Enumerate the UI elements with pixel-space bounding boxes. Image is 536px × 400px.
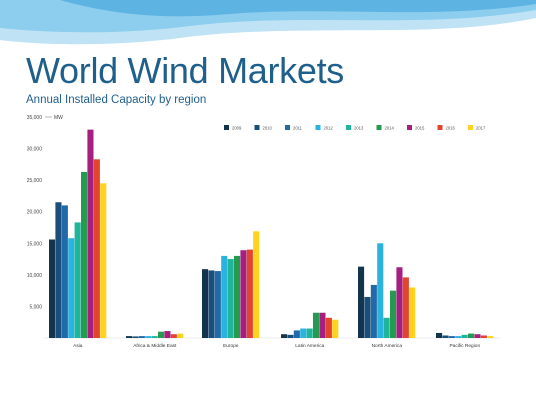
y-tick-label: 10,000 <box>27 273 43 279</box>
bar-2016-1 <box>170 334 177 338</box>
wave-band-dark <box>60 0 536 17</box>
x-category-label: Europe <box>223 343 239 349</box>
y-tick-label: 20,000 <box>27 210 43 216</box>
x-category-label: North America <box>372 343 403 349</box>
x-category-label: Africa & Middle East <box>133 343 177 349</box>
bar-2016-4 <box>402 277 409 338</box>
bar-2017-1 <box>177 333 184 338</box>
bar-2012-1 <box>145 336 152 338</box>
legend-label-2010: 2010 <box>263 126 273 131</box>
bar-2017-0 <box>100 183 107 338</box>
legend-label-2013: 2013 <box>354 126 364 131</box>
legend-swatch-2011 <box>285 125 290 130</box>
bars <box>49 129 494 338</box>
slide-title: World Wind Markets <box>26 50 345 91</box>
bar-2013-2 <box>227 259 234 338</box>
bar-2013-0 <box>74 222 81 338</box>
bar-2009-5 <box>436 332 443 338</box>
bar-2014-2 <box>234 255 241 338</box>
bar-2017-3 <box>332 319 339 338</box>
x-category-label: Asia <box>73 343 83 349</box>
legend-swatch-2013 <box>346 125 351 130</box>
legend-swatch-2009 <box>224 125 229 130</box>
bar-chart: 5,000 10,000 15,000 20,000 25,000 30,000 35,00… <box>27 115 500 349</box>
legend-label-2014: 2014 <box>385 126 395 131</box>
legend-swatch-2016 <box>437 125 443 130</box>
legend-swatch-2015 <box>407 125 412 130</box>
legend-label-2017: 2017 <box>476 126 486 131</box>
header-wave-decoration <box>0 0 536 45</box>
bar-2012-5 <box>455 336 462 338</box>
legend-label-2009: 2009 <box>232 126 242 131</box>
bar-2017-2 <box>253 231 260 338</box>
y-tick-label: 15,000 <box>27 241 43 247</box>
legend: 2009 2010 2011 2012 2013 2014 2015 2016 2017 <box>224 125 486 131</box>
legend-label-2015: 2015 <box>415 126 425 131</box>
bar-2012-2 <box>221 255 228 338</box>
bar-2016-5 <box>480 335 487 338</box>
bar-2013-1 <box>151 336 158 338</box>
legend-label-2012: 2012 <box>324 126 334 131</box>
bar-2014-3 <box>313 312 320 338</box>
bar-2015-3 <box>319 312 326 338</box>
bar-2012-3 <box>300 328 307 338</box>
legend-label-2011: 2011 <box>293 126 303 131</box>
bar-2009-2 <box>202 269 209 338</box>
x-category-label: Pacific Region <box>449 343 480 349</box>
x-axis-labels: Asia Africa & Middle East Europe Latin Amer… <box>73 343 480 349</box>
bar-2011-4 <box>370 284 377 338</box>
legend-swatch-2017 <box>468 125 473 130</box>
bar-2013-3 <box>306 328 313 338</box>
bar-2017-5 <box>487 336 494 338</box>
bar-2010-4 <box>364 296 371 338</box>
y-tick-label: 35,000 <box>27 115 43 121</box>
bar-2016-3 <box>325 317 332 338</box>
bar-2017-4 <box>409 287 416 338</box>
y-tick-label: 30,000 <box>27 147 43 153</box>
bar-2014-0 <box>81 171 88 338</box>
bar-2010-2 <box>208 270 215 338</box>
bar-2010-1 <box>132 336 139 338</box>
bar-2009-0 <box>49 239 56 338</box>
y-axis: 5,000 10,000 15,000 20,000 25,000 30,000 35,00… <box>27 115 500 339</box>
bar-2009-4 <box>358 266 365 338</box>
bar-2012-0 <box>68 238 75 338</box>
bar-2010-3 <box>287 334 294 338</box>
bar-2009-1 <box>126 336 133 338</box>
bar-2016-0 <box>93 159 100 338</box>
bar-2015-4 <box>396 267 403 338</box>
x-category-label: Latin America <box>295 343 324 349</box>
bar-2011-0 <box>61 205 68 338</box>
bar-2011-3 <box>293 330 300 338</box>
bar-2015-2 <box>240 250 247 338</box>
y-tick-label: 5,000 <box>29 304 42 310</box>
bar-2016-2 <box>246 249 253 338</box>
y-axis-unit-label: MW <box>54 115 63 121</box>
legend-swatch-2014 <box>376 125 382 130</box>
bar-2013-5 <box>461 334 468 338</box>
bar-2011-5 <box>448 336 455 338</box>
y-tick-label: 25,000 <box>27 178 43 184</box>
legend-swatch-2012 <box>315 125 321 130</box>
bar-2014-4 <box>390 290 397 338</box>
bar-2009-3 <box>281 334 288 338</box>
bar-2011-1 <box>138 336 145 338</box>
bar-2015-1 <box>164 331 171 338</box>
legend-swatch-2010 <box>254 125 260 130</box>
legend-label-2016: 2016 <box>446 126 456 131</box>
bar-2011-2 <box>214 271 221 338</box>
bar-2010-0 <box>55 202 62 338</box>
slide-subtitle: Annual Installed Capacity by region <box>26 94 207 106</box>
bar-2013-4 <box>383 317 390 338</box>
bar-2015-5 <box>474 334 481 338</box>
bar-2014-5 <box>468 333 475 338</box>
bar-2012-4 <box>377 243 384 338</box>
bar-2014-1 <box>158 331 165 338</box>
bar-2015-0 <box>87 129 94 338</box>
bar-2010-5 <box>442 335 449 338</box>
